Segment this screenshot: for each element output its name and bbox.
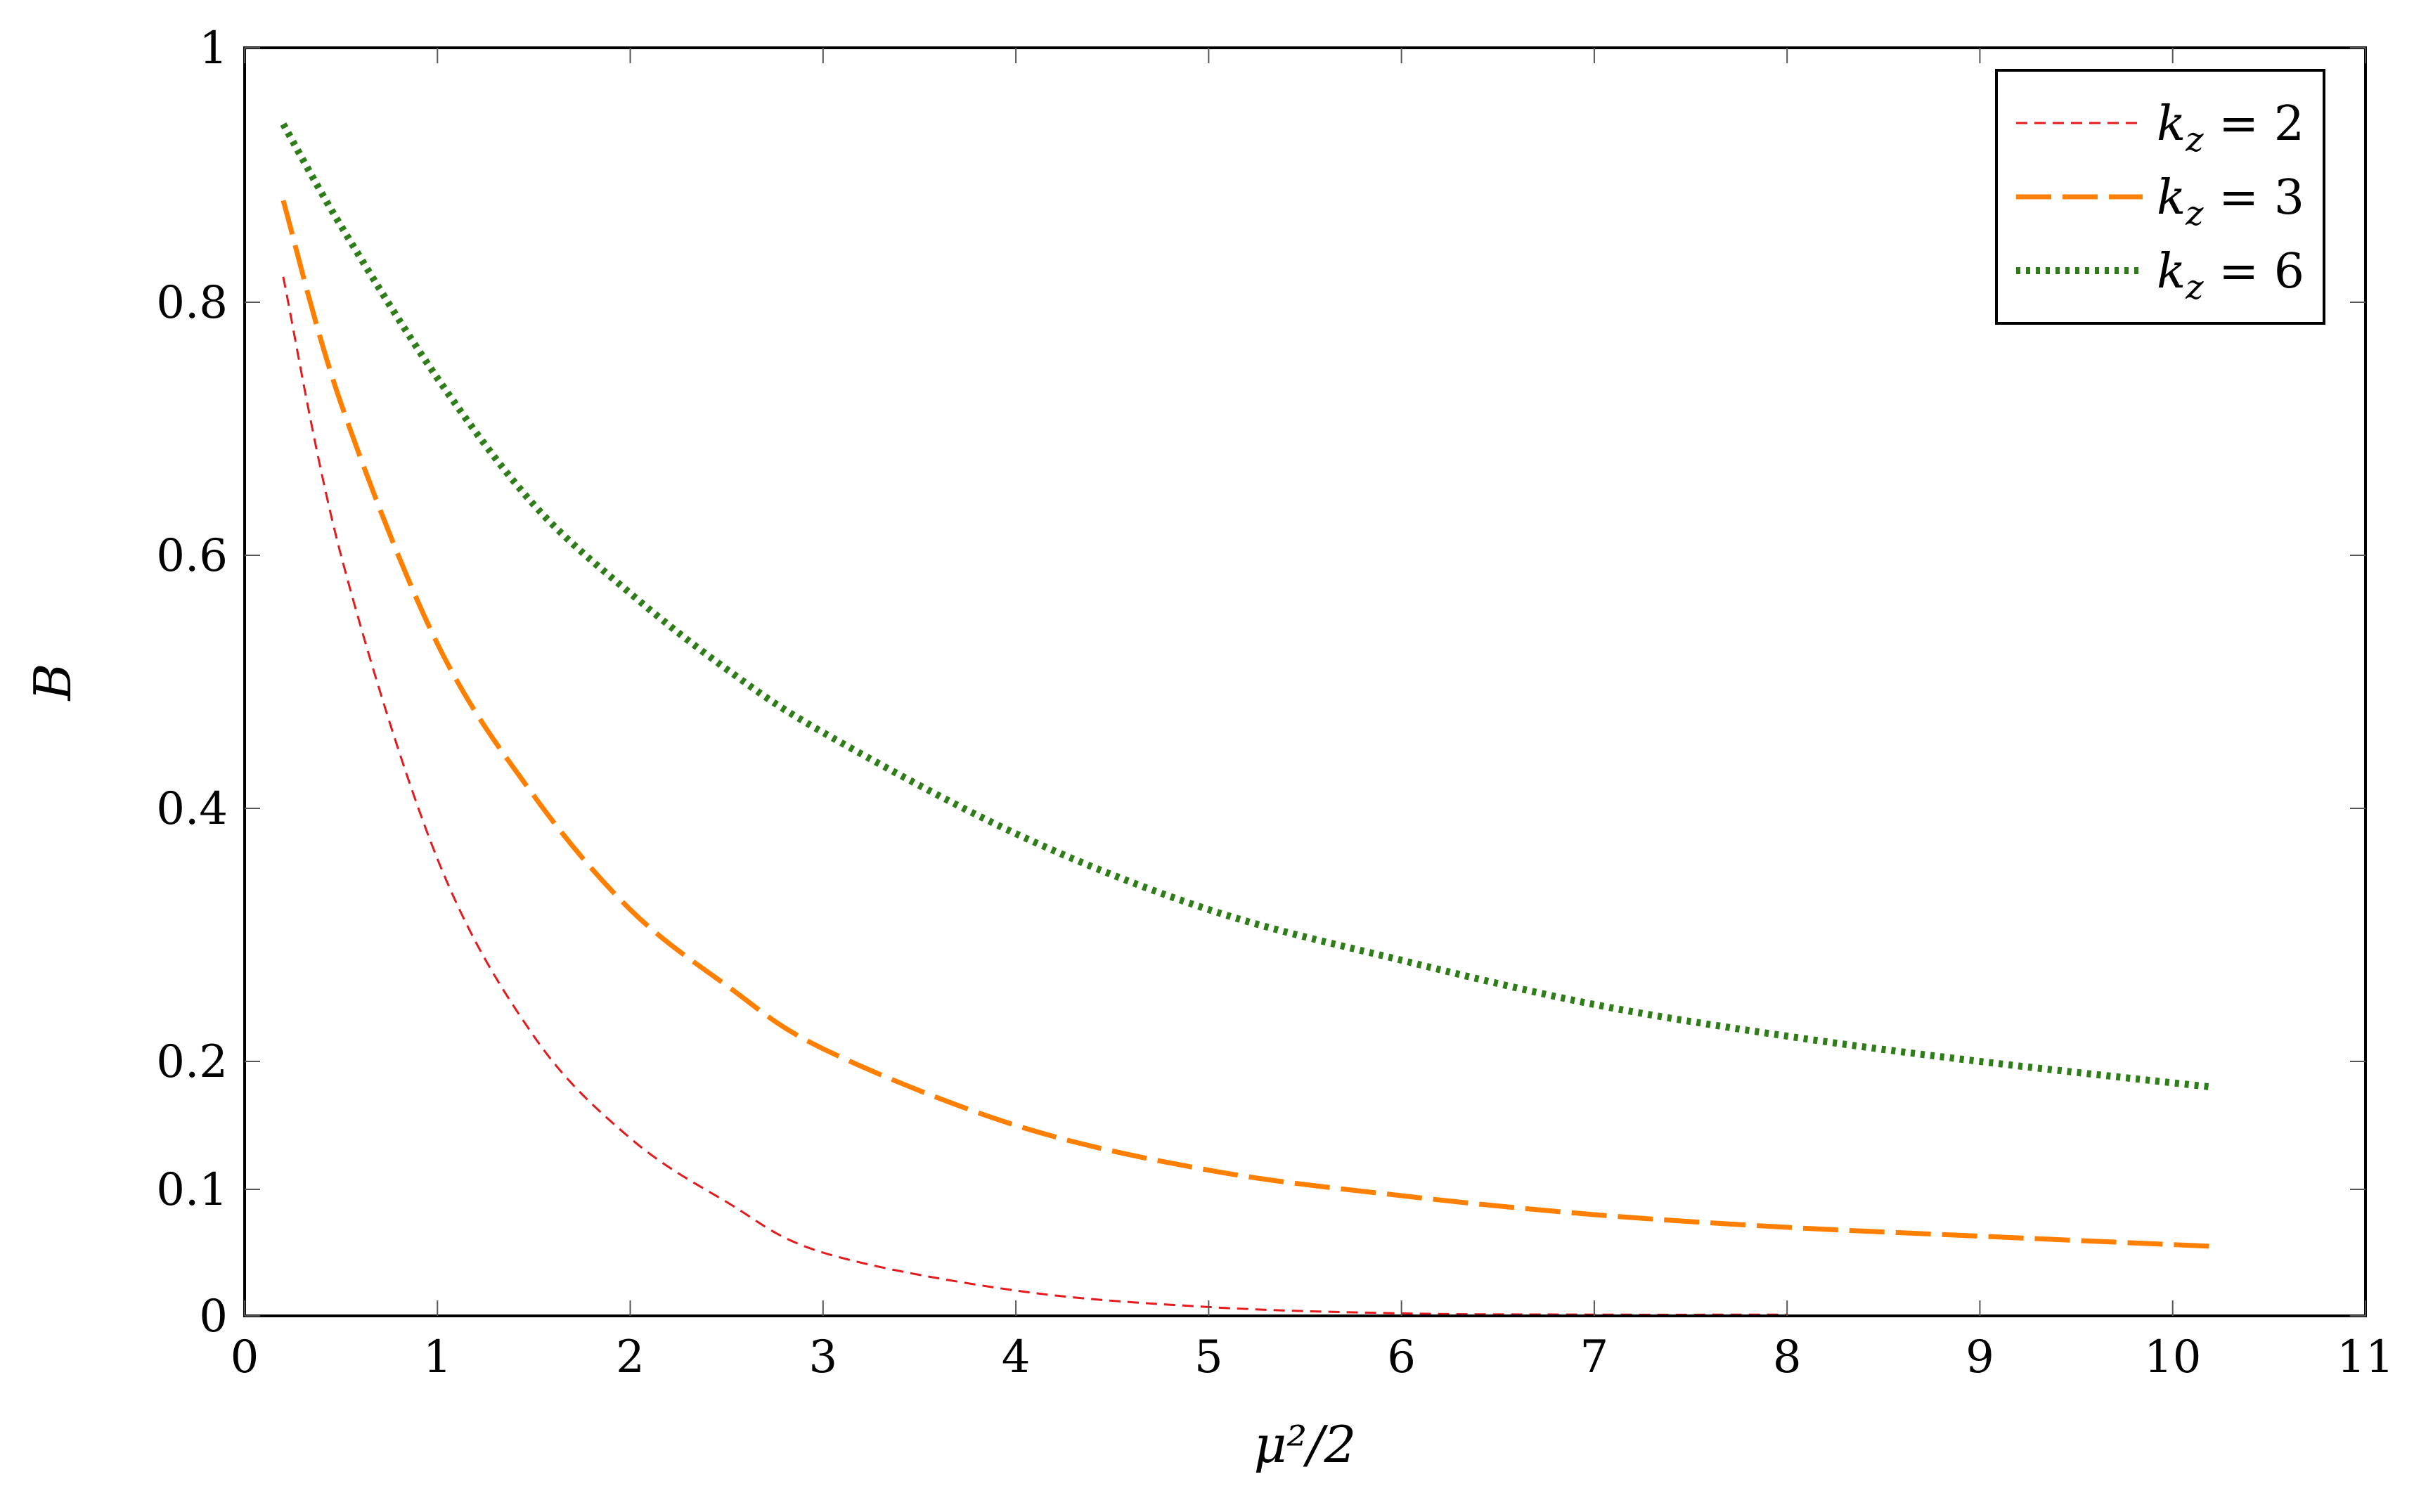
series-line-2	[280, 200, 2212, 1249]
y-axis-title: B	[23, 664, 82, 702]
x-tick-label: 4	[1002, 1331, 1031, 1383]
x-tick-label: 0	[231, 1331, 259, 1383]
x-tick-label: 7	[1580, 1331, 1609, 1383]
tick-marks	[244, 47, 2366, 1317]
y-tick-label: 0.4	[156, 783, 228, 835]
y-tick-label: 0.1	[156, 1164, 228, 1216]
x-tick-label: 11	[2337, 1331, 2394, 1383]
legend-label: kz = 2	[2157, 96, 2304, 160]
x-tick-label: 5	[1194, 1331, 1223, 1383]
y-tick-label: 0	[199, 1291, 228, 1343]
legend-item: kz = 2	[2016, 96, 2304, 160]
x-tick-labels: 0 1 2 3 4 5 6 7 8 9 10 11	[231, 1331, 2394, 1383]
x-tick-label: 3	[808, 1331, 837, 1383]
x-tick-label: 1	[423, 1331, 452, 1383]
x-tick-label: 10	[2144, 1331, 2201, 1383]
x-tick-label: 9	[1966, 1331, 1994, 1383]
series-line-1	[282, 276, 1788, 1316]
y-tick-label: 0.2	[156, 1036, 228, 1088]
legend-label: kz = 6	[2157, 244, 2304, 307]
series-line-3	[280, 122, 2212, 1091]
legend: kz = 2 kz = 3 kz = 6	[1995, 69, 2325, 325]
legend-item: kz = 6	[2016, 244, 2304, 307]
x-axis-title-text: μ²/2	[1254, 1415, 1357, 1474]
y-tick-label: 1	[199, 22, 228, 75]
y-tick-label: 0.8	[156, 277, 228, 329]
legend-label: kz = 3	[2157, 170, 2304, 233]
x-tick-label: 2	[616, 1331, 645, 1383]
legend-items: kz = 2 kz = 3 kz = 6	[2016, 96, 2304, 307]
series-group	[280, 122, 2212, 1316]
y-tick-labels: 0 0.1 0.2 0.4 0.6 0.8 1	[156, 22, 228, 1343]
y-tick-label: 0.6	[156, 530, 228, 582]
x-tick-label: 6	[1387, 1331, 1416, 1383]
x-tick-label: 8	[1773, 1331, 1802, 1383]
legend-item: kz = 3	[2016, 170, 2304, 233]
plot-frame	[243, 46, 2367, 1317]
x-axis-title: μ²/2	[1254, 1415, 1357, 1474]
